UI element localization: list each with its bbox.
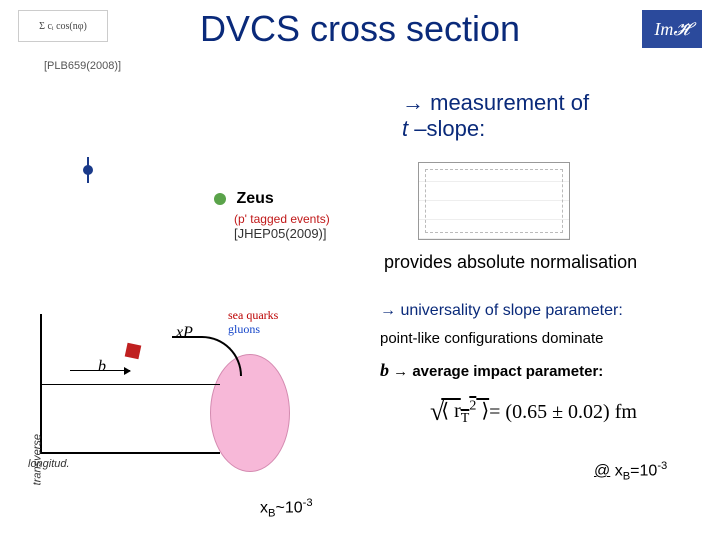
mini-plot-thumbnail [418, 162, 570, 240]
xb-x2: x [260, 499, 268, 516]
rt-lhs-open: ⟨ r [441, 400, 460, 422]
xb-x: x [610, 462, 622, 479]
zeus-legend: Zeus (p' tagged events) [JHEP05(2009)] [214, 190, 330, 241]
rt-lhs-close: ⟩ [476, 400, 489, 422]
quark-marker [125, 343, 142, 360]
universality-line: → universality of slope parameter: [380, 302, 623, 320]
b-average-text: average impact parameter: [412, 363, 603, 380]
rt-overline: ⟨ rT2 ⟩ [441, 398, 489, 427]
measurement-heading: → measurement of t –slope: [402, 90, 589, 143]
xb-sup2: -3 [303, 497, 313, 509]
pointlike-text: point-like configurations dominate [380, 330, 603, 347]
b-label: b [98, 358, 106, 376]
measurement-text1: measurement of [430, 90, 589, 115]
zeus-label: Zeus [236, 190, 273, 207]
universality-text: universality of slope parameter: [396, 302, 623, 319]
diagram-axis-horizontal [40, 384, 220, 385]
legend-gluons: gluons [228, 322, 260, 337]
errorbar-dot [83, 165, 93, 175]
page-title: DVCS cross section [0, 8, 720, 50]
xb-tilde: ~10 [275, 499, 302, 516]
xb-sup: -3 [657, 460, 667, 472]
b-average-line: b → average impact parameter: [380, 360, 603, 381]
b-symbol: b [380, 360, 389, 380]
gluon-curve [172, 336, 242, 376]
at-symbol: @ [594, 462, 610, 479]
at-xb-line: @ xB=10-3 [594, 460, 667, 483]
zeus-tagged-note: (p' tagged events) [234, 212, 330, 226]
axis-transverse-label: transverse [31, 434, 43, 485]
xb-eq: =10 [630, 462, 657, 479]
measurement-text2: –slope: [408, 116, 485, 141]
legend-sea-quarks: sea quarks [228, 308, 278, 323]
absolute-normalisation-text: provides absolute normalisation [384, 252, 637, 273]
zeus-ref: [JHEP05(2009)] [234, 226, 330, 241]
arrow-icon: → [380, 302, 396, 319]
zeus-marker-icon [214, 193, 226, 205]
arrow-icon: → [389, 363, 412, 380]
arrow-icon: → [402, 90, 424, 115]
impact-parameter-diagram: b xP sea quarks gluons longitud. transve… [40, 314, 340, 474]
xb-bottom: xB~10-3 [260, 497, 313, 520]
rt-rhs: = (0.65 ± 0.02) fm [489, 401, 637, 424]
rt-formula: √ ⟨ rT2 ⟩ = (0.65 ± 0.02) fm [430, 392, 640, 432]
ref-plb: [PLB659(2008)] [44, 60, 121, 72]
